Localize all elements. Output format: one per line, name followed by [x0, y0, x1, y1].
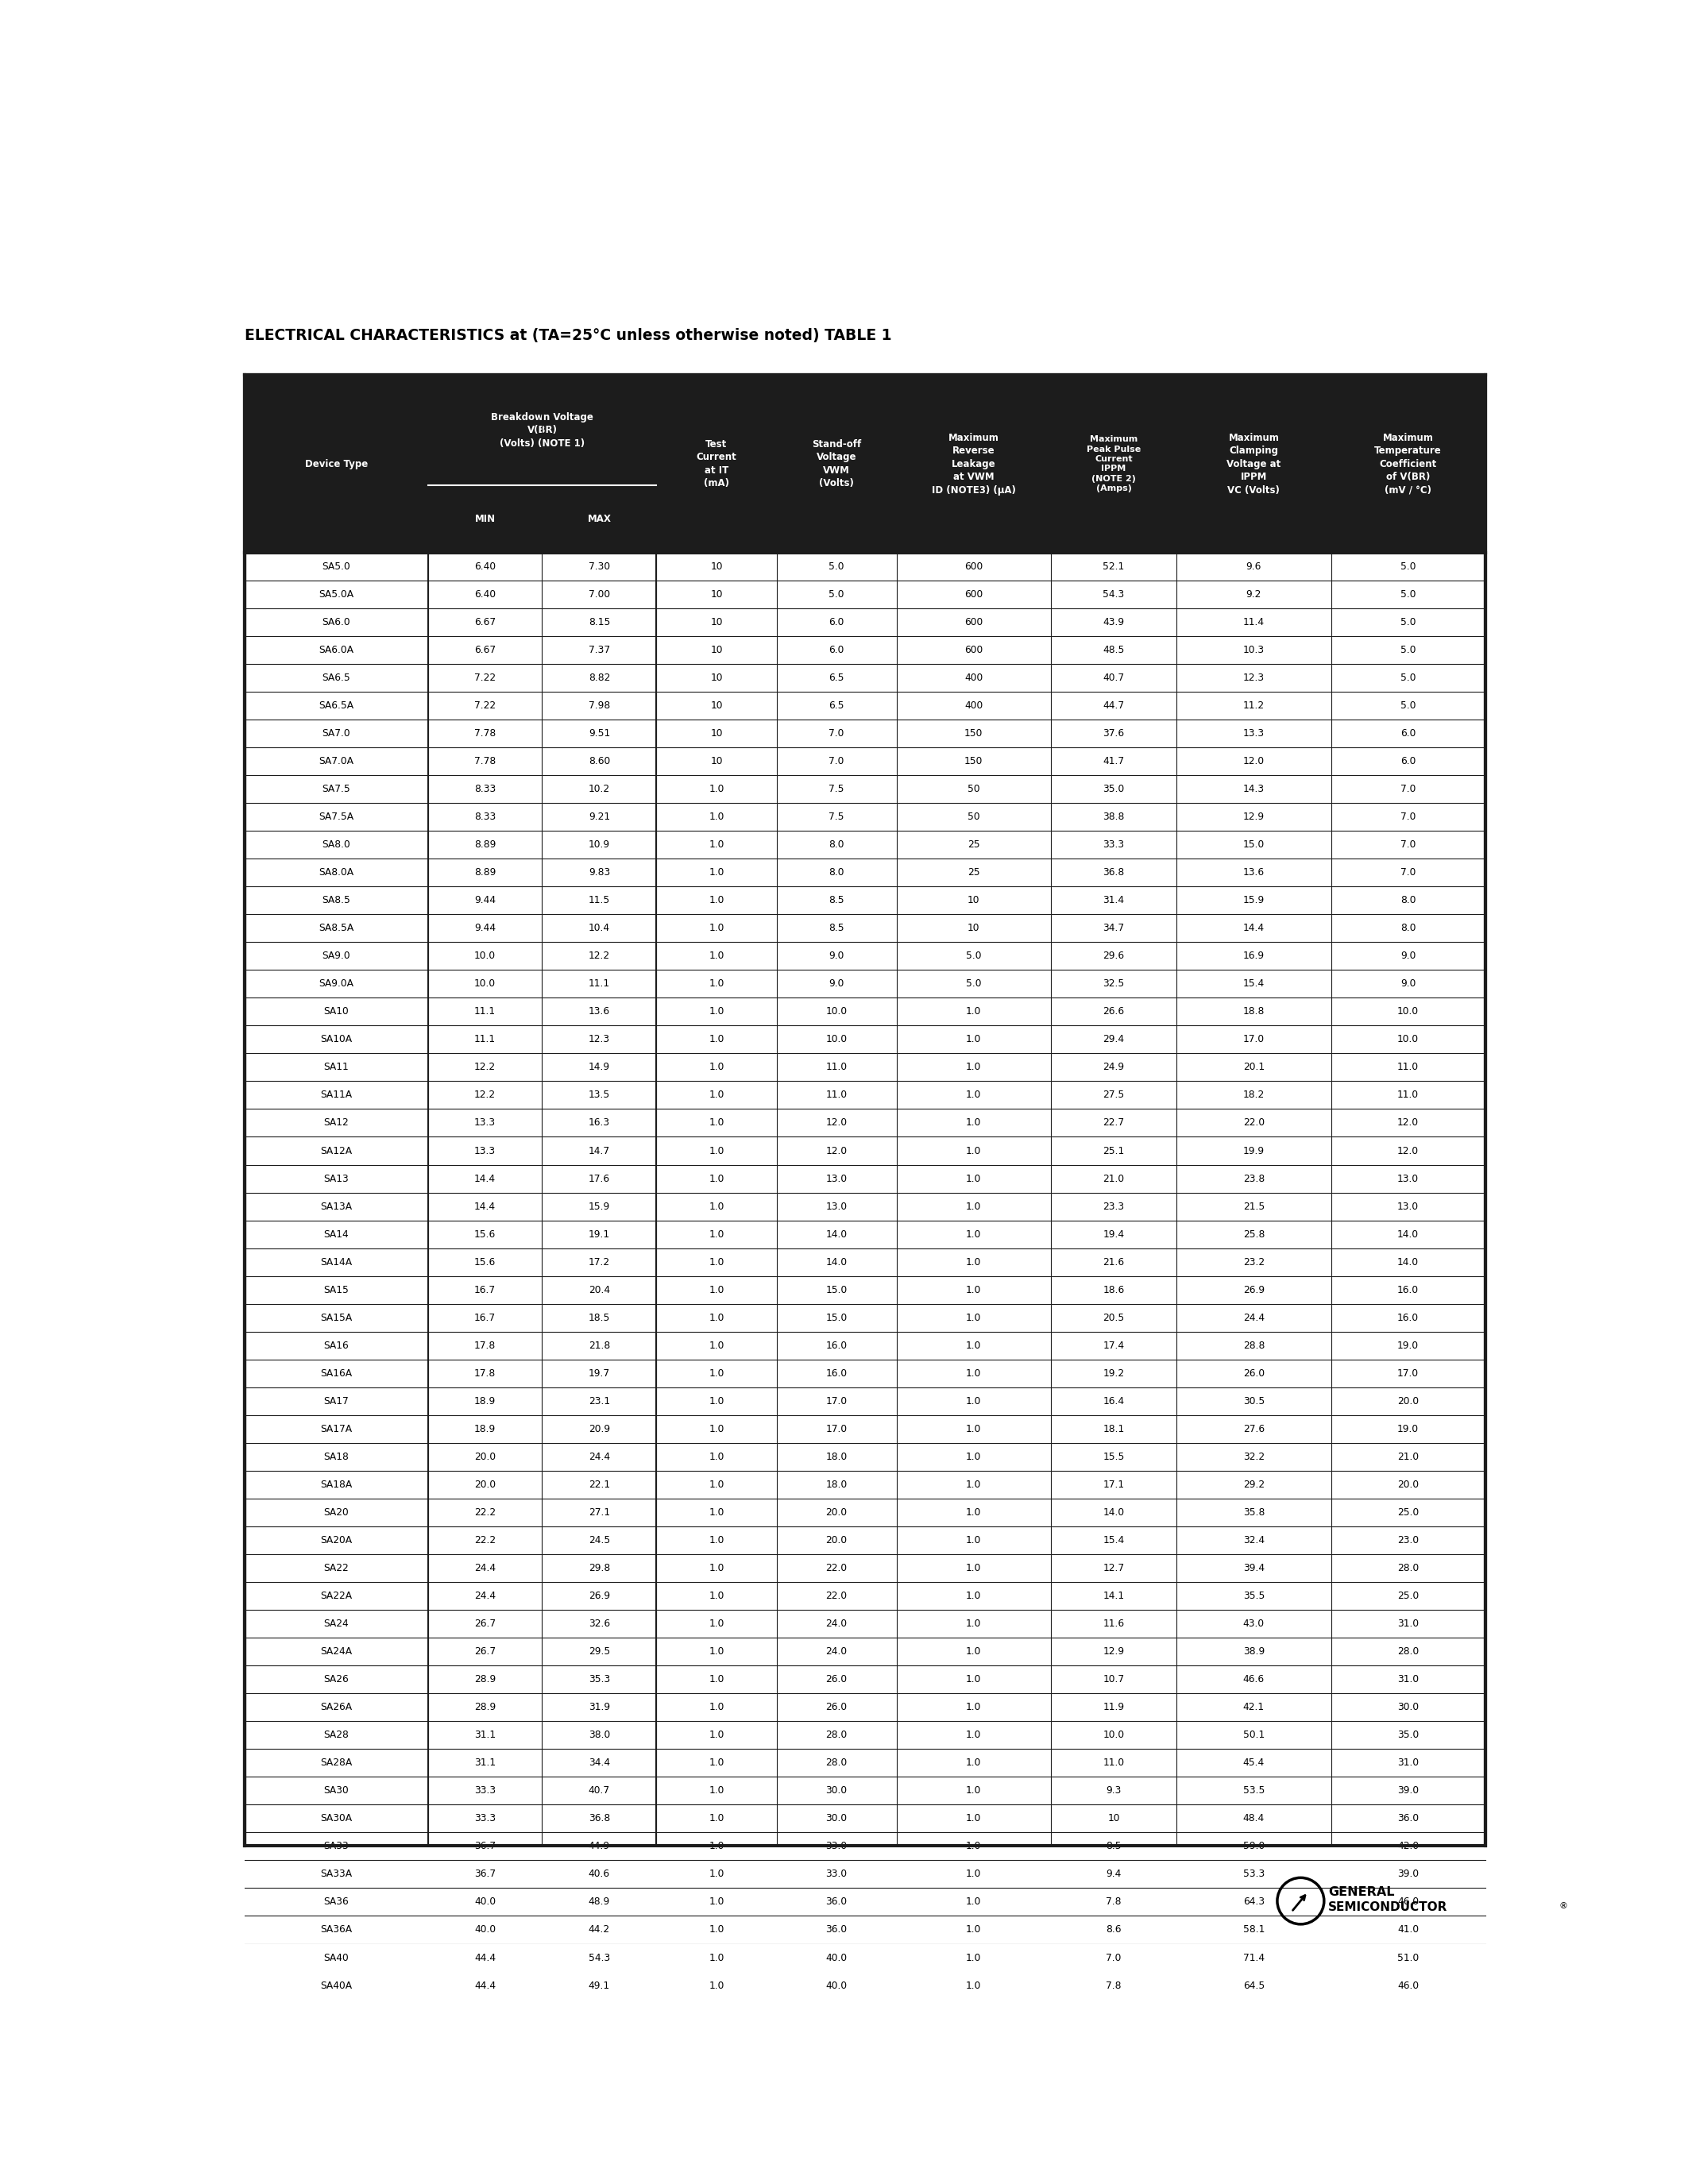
Text: 41.0: 41.0 [1398, 1924, 1420, 1935]
Bar [245, 1109, 1485, 1138]
Text: 1.0: 1.0 [966, 1396, 981, 1406]
Bar [245, 1861, 1485, 1889]
Text: 43.0: 43.0 [1242, 1618, 1264, 1629]
Text: 19.7: 19.7 [589, 1367, 609, 1378]
Text: 14.0: 14.0 [825, 1230, 847, 1238]
Text: 1.0: 1.0 [966, 1201, 981, 1212]
Text: 10.9: 10.9 [589, 839, 609, 850]
Text: 5.0: 5.0 [829, 590, 844, 598]
Text: 28.0: 28.0 [1398, 1647, 1420, 1658]
Text: SA6.5A: SA6.5A [319, 701, 354, 710]
Text: 42.0: 42.0 [1398, 1841, 1420, 1852]
Text: 16.4: 16.4 [1102, 1396, 1124, 1406]
Text: 15.4: 15.4 [1102, 1535, 1124, 1546]
Text: 6.40: 6.40 [474, 561, 496, 572]
Text: SA30A: SA30A [321, 1813, 353, 1824]
Text: 9.0: 9.0 [829, 950, 844, 961]
Bar [245, 1555, 1485, 1581]
Text: 54.3: 54.3 [589, 1952, 609, 1963]
Text: SA10A: SA10A [321, 1035, 353, 1044]
Text: 9.83: 9.83 [589, 867, 609, 878]
Text: 20.0: 20.0 [825, 1535, 847, 1546]
Bar [245, 1444, 1485, 1470]
Text: 8.0: 8.0 [829, 867, 844, 878]
Text: 1.0: 1.0 [709, 1813, 724, 1824]
Text: 26.0: 26.0 [1242, 1367, 1264, 1378]
Text: 1.0: 1.0 [966, 1118, 981, 1129]
Text: 53.5: 53.5 [1242, 1787, 1264, 1795]
Text: 40.0: 40.0 [825, 1981, 847, 1990]
Text: 6.5: 6.5 [829, 701, 844, 710]
Text: 14.1: 14.1 [1102, 1590, 1124, 1601]
Text: 22.2: 22.2 [474, 1535, 496, 1546]
Text: 5.0: 5.0 [966, 978, 981, 989]
Text: 20.1: 20.1 [1242, 1061, 1264, 1072]
Text: 1.0: 1.0 [966, 1647, 981, 1658]
Text: 9.0: 9.0 [1401, 978, 1416, 989]
Bar [245, 1249, 1485, 1275]
Text: 5.0: 5.0 [1401, 673, 1416, 684]
Text: 1.0: 1.0 [709, 1035, 724, 1044]
Text: 40.0: 40.0 [474, 1898, 496, 1907]
Text: 19.9: 19.9 [1242, 1147, 1264, 1155]
Text: SA9.0A: SA9.0A [319, 978, 354, 989]
Bar [245, 1332, 1485, 1358]
Text: 1.0: 1.0 [966, 1813, 981, 1824]
Bar [245, 858, 1485, 887]
Text: 29.4: 29.4 [1102, 1035, 1124, 1044]
Text: 6.0: 6.0 [1401, 756, 1416, 767]
Text: 17.0: 17.0 [825, 1396, 847, 1406]
Bar [245, 747, 1485, 775]
Text: Maximum
Peak Pulse
Current
IPPM
(NOTE 2)
(Amps): Maximum Peak Pulse Current IPPM (NOTE 2)… [1087, 435, 1141, 491]
Text: SA30: SA30 [324, 1787, 349, 1795]
Text: 40.0: 40.0 [825, 1952, 847, 1963]
Text: 1.0: 1.0 [709, 1341, 724, 1350]
Text: 15.4: 15.4 [1242, 978, 1264, 989]
Text: 1.0: 1.0 [709, 812, 724, 821]
Text: 21.8: 21.8 [589, 1341, 609, 1350]
Text: 54.3: 54.3 [1102, 590, 1124, 598]
Text: 17.6: 17.6 [589, 1173, 609, 1184]
Text: ELECTRICAL CHARACTERISTICS at (TA=25°C unless otherwise noted) TABLE 1: ELECTRICAL CHARACTERISTICS at (TA=25°C u… [245, 328, 891, 343]
Text: 28.0: 28.0 [1398, 1564, 1420, 1572]
Text: 1.0: 1.0 [966, 1787, 981, 1795]
Bar [245, 1275, 1485, 1304]
Text: 48.4: 48.4 [1242, 1813, 1264, 1824]
Bar [245, 1387, 1485, 1415]
Text: 64.5: 64.5 [1242, 1981, 1264, 1990]
Text: SA18A: SA18A [321, 1479, 353, 1489]
Text: 24.0: 24.0 [825, 1647, 847, 1658]
Text: 18.1: 18.1 [1102, 1424, 1124, 1435]
Text: 26.0: 26.0 [825, 1701, 847, 1712]
Text: 600: 600 [964, 590, 982, 598]
Text: 5.0: 5.0 [1401, 561, 1416, 572]
Text: 5.0: 5.0 [966, 950, 981, 961]
Text: 15.0: 15.0 [825, 1284, 847, 1295]
Text: 8.5: 8.5 [829, 895, 844, 906]
Text: 6.67: 6.67 [474, 616, 496, 627]
Text: SA13: SA13 [324, 1173, 349, 1184]
Text: 31.1: 31.1 [474, 1758, 496, 1769]
Text: 17.0: 17.0 [1398, 1367, 1420, 1378]
Bar [245, 1915, 1485, 1944]
Text: 13.6: 13.6 [1242, 867, 1264, 878]
Text: 24.5: 24.5 [589, 1535, 609, 1546]
Text: 44.4: 44.4 [474, 1952, 496, 1963]
Text: 41.7: 41.7 [1102, 756, 1124, 767]
Text: 1.0: 1.0 [709, 1147, 724, 1155]
Text: 8.60: 8.60 [589, 756, 609, 767]
Text: 15.9: 15.9 [589, 1201, 609, 1212]
Text: 23.2: 23.2 [1242, 1258, 1264, 1267]
Text: 22.0: 22.0 [825, 1564, 847, 1572]
Text: 1.0: 1.0 [709, 1284, 724, 1295]
Text: 1.0: 1.0 [966, 1007, 981, 1018]
Text: 1.0: 1.0 [709, 1061, 724, 1072]
Text: 10.0: 10.0 [825, 1035, 847, 1044]
Text: 1.0: 1.0 [709, 1507, 724, 1518]
Text: 26.9: 26.9 [589, 1590, 609, 1601]
Text: 1.0: 1.0 [709, 924, 724, 933]
Text: 1.0: 1.0 [966, 1507, 981, 1518]
Text: SA14: SA14 [324, 1230, 349, 1238]
Bar [245, 376, 1485, 1845]
Text: 37.6: 37.6 [1102, 727, 1124, 738]
